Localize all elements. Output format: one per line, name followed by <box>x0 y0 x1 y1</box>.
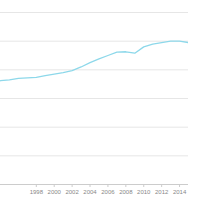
svg-text:2008: 2008 <box>119 189 133 195</box>
svg-text:2014: 2014 <box>173 189 187 195</box>
svg-text:1998: 1998 <box>30 189 44 195</box>
svg-text:2002: 2002 <box>65 189 79 195</box>
svg-text:2012: 2012 <box>155 189 169 195</box>
svg-text:2010: 2010 <box>137 189 151 195</box>
svg-text:2000: 2000 <box>48 189 62 195</box>
svg-text:2004: 2004 <box>83 189 97 195</box>
svg-text:2006: 2006 <box>101 189 115 195</box>
